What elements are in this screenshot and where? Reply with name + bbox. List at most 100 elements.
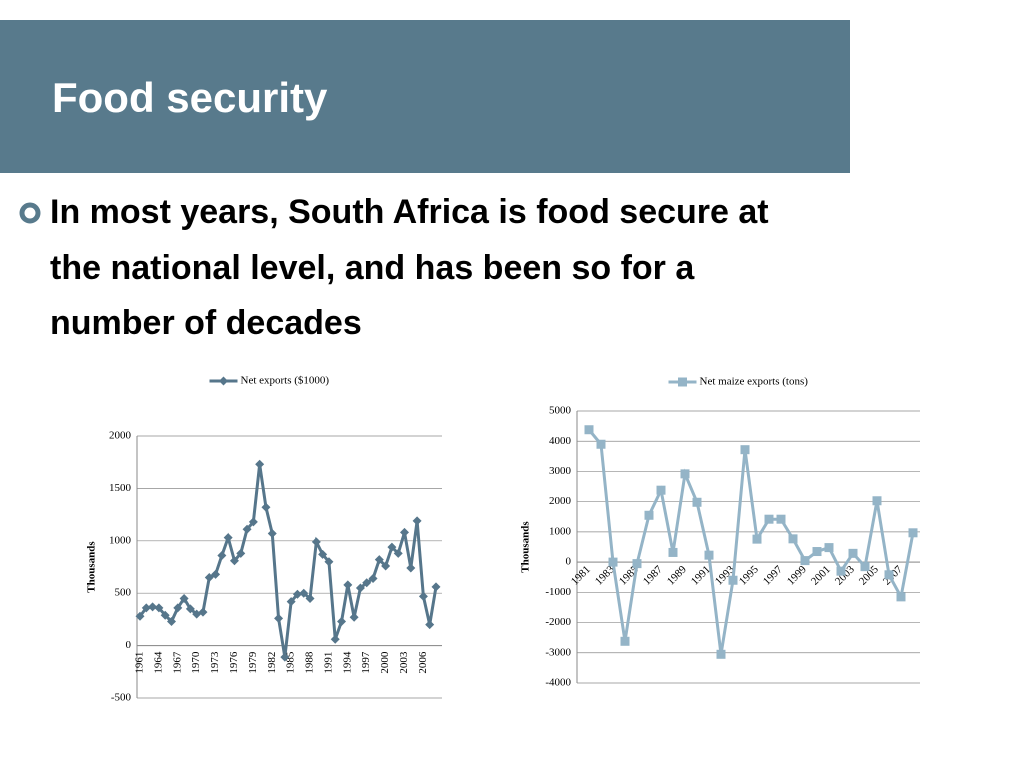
marker [644, 510, 654, 520]
x-tick-label: 2001 [809, 564, 833, 588]
legend-label: Net maize exports (tons) [700, 376, 809, 388]
y-tick-label: 4000 [549, 435, 572, 447]
marker [381, 561, 391, 571]
bullet-icon [19, 202, 41, 224]
marker [860, 562, 870, 572]
marker [286, 597, 296, 607]
y-tick-label: 1500 [109, 482, 132, 494]
marker [148, 602, 158, 612]
x-tick-label: 1976 [228, 651, 240, 674]
marker [704, 550, 714, 560]
marker [812, 547, 822, 557]
marker [135, 611, 145, 621]
marker [299, 588, 309, 598]
y-tick-label: -1000 [545, 586, 571, 598]
marker [418, 591, 428, 601]
marker [632, 559, 642, 569]
y-tick-label: 1000 [109, 534, 132, 546]
marker [800, 556, 810, 566]
bullet-line: the national level, and has been so for … [50, 249, 695, 287]
y-tick-label: 2000 [549, 495, 572, 507]
x-tick-label: 1999 [785, 563, 809, 587]
marker [584, 425, 594, 435]
header-band [0, 20, 850, 173]
marker [872, 496, 882, 506]
marker [255, 459, 265, 469]
y-tick-label: -3000 [545, 646, 571, 658]
marker [185, 604, 195, 614]
marker [368, 574, 378, 584]
marker [406, 563, 416, 573]
marker [305, 593, 315, 603]
marker [154, 603, 164, 613]
x-tick-label: 1997 [360, 651, 372, 674]
y-tick-label: 3000 [549, 465, 572, 477]
marker [362, 578, 372, 588]
marker [248, 517, 258, 527]
marker [219, 376, 228, 386]
x-tick-label: 2006 [417, 651, 429, 674]
x-tick-label: 1997 [761, 563, 785, 587]
marker [884, 570, 894, 580]
marker [596, 439, 606, 449]
marker [160, 610, 170, 620]
y-tick-label: 500 [115, 587, 132, 599]
marker [896, 592, 906, 602]
y-tick-label: -2000 [545, 616, 571, 628]
marker [680, 469, 690, 479]
marker [412, 516, 422, 526]
y-tick-label: -500 [111, 692, 132, 704]
x-tick-label: 1987 [641, 563, 665, 587]
marker [318, 549, 328, 559]
y-tick-label: 0 [566, 556, 572, 568]
x-tick-label: 1981 [569, 564, 593, 588]
marker [274, 613, 284, 623]
marker [211, 569, 221, 579]
marker [198, 607, 208, 617]
marker [236, 548, 246, 558]
marker [343, 580, 353, 590]
marker [656, 485, 666, 495]
marker [292, 589, 302, 599]
marker [387, 542, 397, 552]
marker [400, 527, 410, 537]
marker [824, 543, 834, 553]
marker [267, 528, 277, 538]
x-tick-label: 1994 [341, 651, 353, 674]
marker [217, 550, 227, 560]
data-line [138, 464, 438, 658]
marker [141, 603, 151, 613]
marker [355, 583, 365, 593]
marker [242, 524, 252, 534]
marker [431, 582, 441, 592]
marker [374, 555, 384, 565]
marker [620, 636, 630, 646]
marker [716, 649, 726, 659]
marker [692, 497, 702, 507]
y-tick-label: 1000 [549, 525, 572, 537]
legend-label: Net exports ($1000) [241, 375, 330, 387]
marker [393, 548, 403, 558]
marker [908, 528, 918, 538]
marker [280, 652, 290, 662]
x-tick-label: 1995 [737, 563, 761, 587]
x-tick-label: 2000 [379, 651, 391, 674]
x-tick-label: 1988 [304, 651, 316, 674]
marker [311, 537, 321, 547]
marker [173, 603, 183, 613]
x-tick-label: 1973 [209, 651, 221, 674]
marker [261, 502, 271, 512]
y-tick-label: -4000 [545, 677, 571, 689]
bullet-line: number of decades [50, 304, 362, 342]
marker [166, 616, 176, 626]
marker [349, 612, 359, 622]
y-axis-label: Thousands [86, 541, 98, 593]
y-tick-label: 5000 [549, 405, 572, 417]
slide-title: Food security [52, 74, 328, 121]
marker [740, 445, 750, 455]
marker [223, 533, 233, 543]
x-tick-label: 1991 [322, 652, 334, 674]
marker [337, 616, 347, 626]
marker [608, 557, 618, 567]
